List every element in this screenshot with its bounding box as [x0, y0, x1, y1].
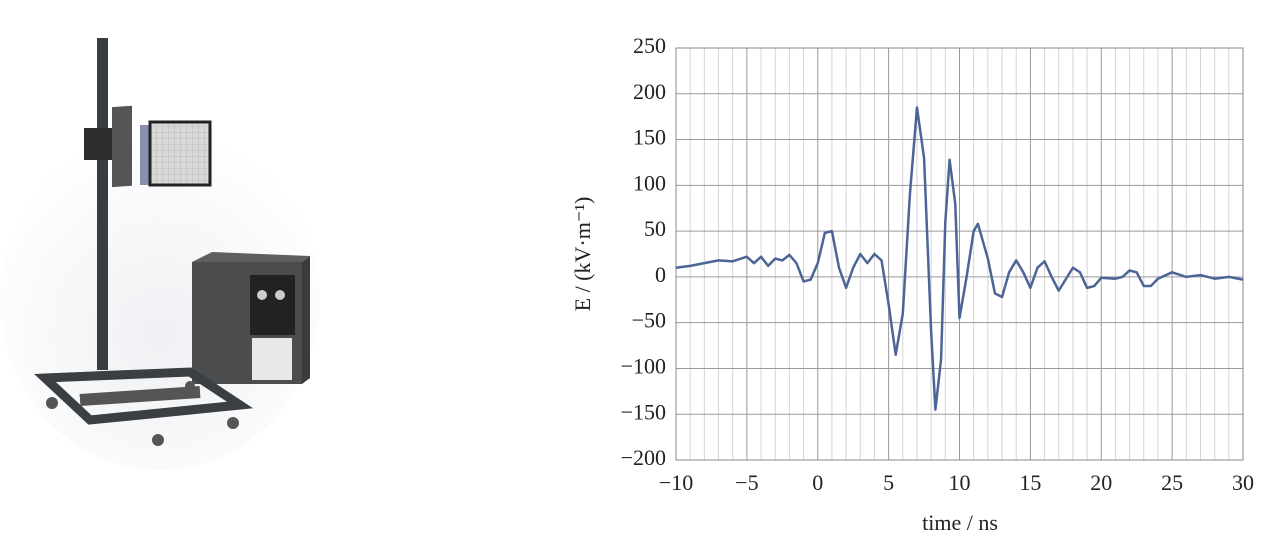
y-tick-label: 50	[644, 216, 666, 241]
x-axis-label: time / ns	[922, 510, 998, 535]
x-tick-label: 0	[812, 470, 823, 495]
y-tick-label: 0	[655, 262, 666, 287]
x-tick-label: 10	[949, 470, 971, 495]
y-tick-label: −200	[621, 445, 666, 470]
x-tick-label: −5	[735, 470, 758, 495]
x-tick-label: 15	[1019, 470, 1041, 495]
x-tick-label: 30	[1232, 470, 1254, 495]
y-tick-label: −100	[621, 353, 666, 378]
plot-frame	[675, 47, 1244, 461]
x-tick-label: −10	[659, 470, 693, 495]
y-tick-label: −150	[621, 399, 666, 424]
y-tick-label: −50	[632, 308, 666, 333]
chart: time / ns E / (kV·m⁻¹) −10 −5 0 5 10 15 20 25 30…	[570, 33, 1254, 535]
y-axis-label: E / (kV·m⁻¹)	[570, 197, 595, 312]
y-tick-label: 100	[633, 170, 666, 195]
y-tick-label: 150	[633, 125, 666, 150]
equipment-photo	[0, 38, 320, 470]
x-tick-label: 5	[883, 470, 894, 495]
y-tick-label: 250	[633, 33, 666, 58]
y-tick-label: 200	[633, 79, 666, 104]
x-tick-label: 20	[1090, 470, 1112, 495]
line-series	[675, 106, 1244, 411]
x-tick-label: 25	[1161, 470, 1183, 495]
